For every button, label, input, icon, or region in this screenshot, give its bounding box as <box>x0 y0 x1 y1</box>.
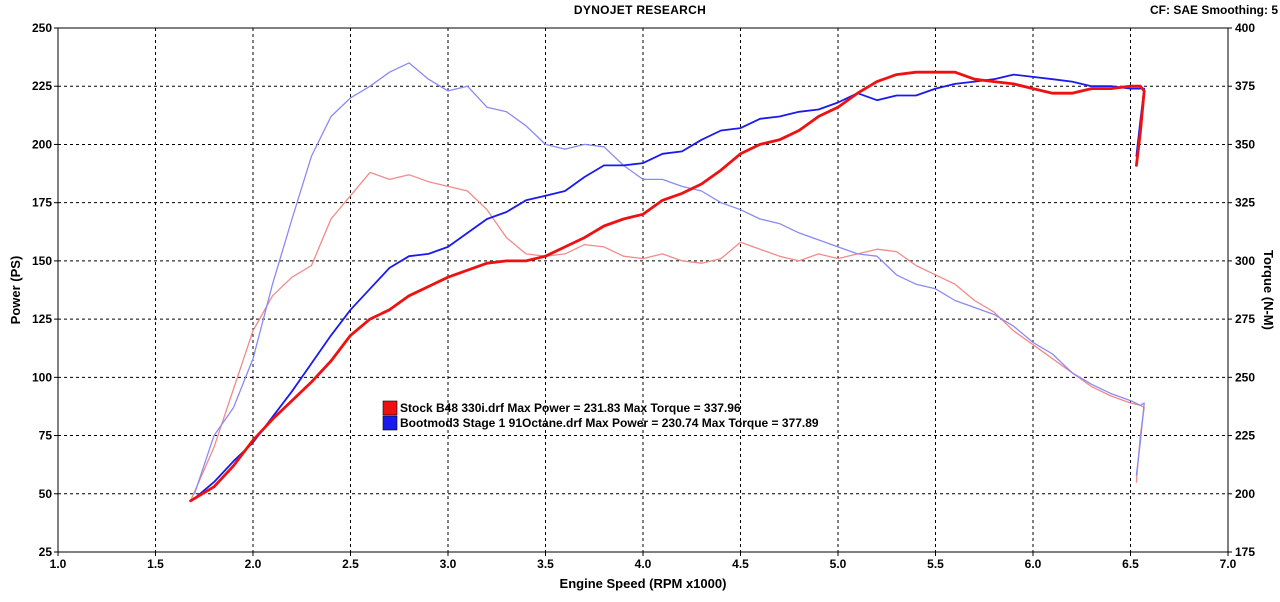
y-tick-label-left: 175 <box>32 196 52 210</box>
series-line-bootmod-power <box>193 73 1146 500</box>
y-tick-label-left: 225 <box>32 79 52 93</box>
chart-title: DYNOJET RESEARCH <box>573 3 707 17</box>
y-tick-label-left: 125 <box>32 312 52 326</box>
y-tick-label-left: 25 <box>39 545 53 559</box>
x-tick-label: 5.5 <box>927 557 944 571</box>
x-tick-label: 6.0 <box>1025 557 1042 571</box>
x-tick-label: 2.5 <box>342 557 359 571</box>
y-tick-label-left: 75 <box>39 429 53 443</box>
y-tick-label-left: 150 <box>32 254 52 268</box>
y-tick-label-right: 175 <box>1235 545 1255 559</box>
y-axis-label-right: Torque (N-M) <box>1261 250 1276 330</box>
legend-entry-bootmod: Bootmod3 Stage 1 91Octane.drf Max Power … <box>400 416 819 430</box>
y-tick-label-right: 325 <box>1235 196 1255 210</box>
legend-swatch-stock <box>382 400 398 416</box>
x-tick-label: 2.0 <box>245 557 262 571</box>
y-tick-label-right: 275 <box>1235 312 1255 326</box>
y-tick-label-right: 225 <box>1235 429 1255 443</box>
x-tick-label: 4.5 <box>732 557 749 571</box>
grid-layer <box>58 28 1228 552</box>
x-tick-label: 1.0 <box>50 557 67 571</box>
y-tick-label-right: 400 <box>1235 21 1255 35</box>
legend-swatch-bootmod <box>382 415 398 431</box>
legend-entry-stock: Stock B48 330i.drf Max Power = 231.83 Ma… <box>400 401 741 415</box>
series-line-bootmod-torque <box>193 62 1145 495</box>
y-tick-label-left: 200 <box>32 137 52 151</box>
series-line-stock-power <box>189 70 1146 503</box>
y-tick-label-left: 250 <box>32 21 52 35</box>
y-tick-label-left: 50 <box>39 487 53 501</box>
tick-layer: 1.0 1.5 2.0 2.5 3.0 3.5 4.0 4.5 5.0 5.5 6.0 6.5 7.0 2… <box>32 21 1255 571</box>
x-tick-label: 5.0 <box>830 557 847 571</box>
y-tick-label-right: 250 <box>1235 370 1255 384</box>
x-tick-label: 3.0 <box>440 557 457 571</box>
x-tick-label: 3.5 <box>537 557 554 571</box>
y-axis-label-left: Power (PS) <box>8 256 23 325</box>
y-tick-label-right: 375 <box>1235 79 1255 93</box>
legend: Stock B48 330i.drf Max Power = 231.83 Ma… <box>382 400 819 431</box>
x-tick-label: 4.0 <box>635 557 652 571</box>
series-line-stock-torque <box>189 171 1145 502</box>
x-axis-label: Engine Speed (RPM x1000) <box>560 576 727 591</box>
series-layer <box>189 62 1146 503</box>
x-tick-label: 6.5 <box>1122 557 1139 571</box>
y-tick-label-right: 350 <box>1235 137 1255 151</box>
correction-smoothing-info: CF: SAE Smoothing: 5 <box>1150 3 1278 17</box>
x-tick-label: 1.5 <box>147 557 164 571</box>
y-tick-label-right: 200 <box>1235 487 1255 501</box>
y-tick-label-left: 100 <box>32 370 52 384</box>
y-tick-label-right: 300 <box>1235 254 1255 268</box>
x-tick-label: 7.0 <box>1220 557 1237 571</box>
